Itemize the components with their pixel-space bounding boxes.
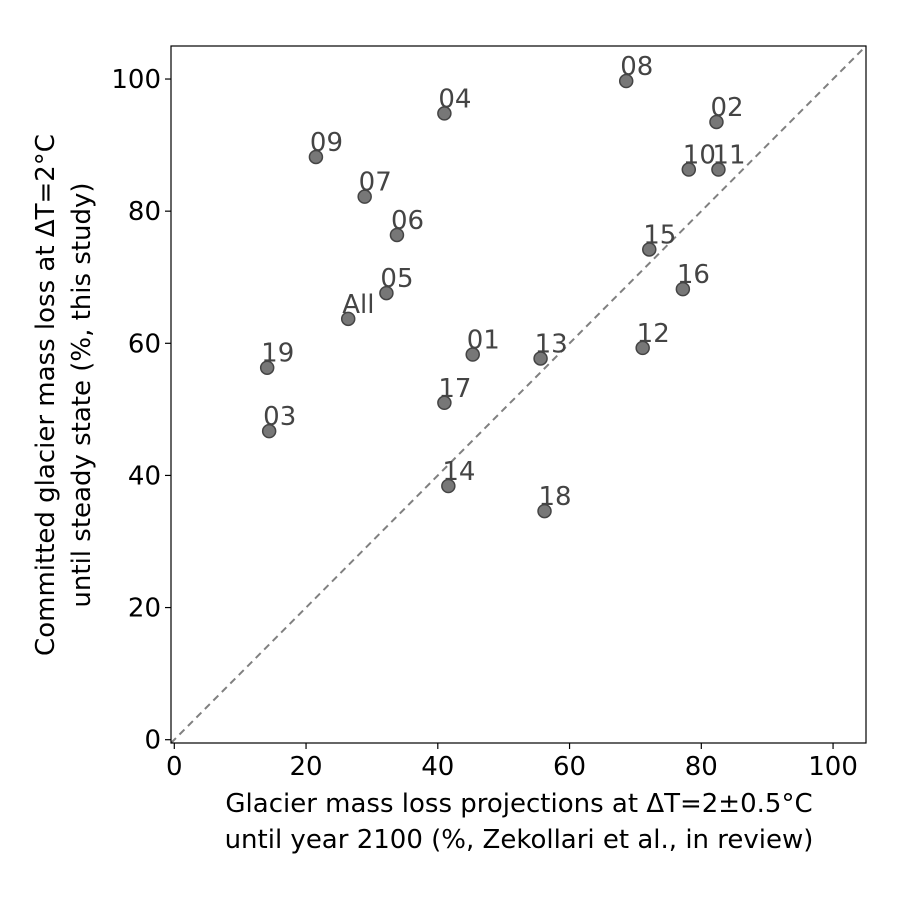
data-point-06	[389, 227, 405, 243]
data-point-12	[635, 340, 650, 356]
data-point-label-14: 14	[442, 457, 475, 487]
data-point-label-13: 13	[535, 329, 568, 359]
data-point-label-10: 10	[683, 141, 716, 171]
data-point-07	[357, 189, 372, 204]
reference-diagonal-line	[170, 45, 867, 744]
data-points	[259, 73, 726, 519]
data-point-label-09: 09	[310, 128, 343, 158]
y-tick-label: 80	[128, 197, 161, 227]
y-tick-label: 60	[128, 329, 161, 359]
data-point-05	[379, 285, 394, 301]
data-point-label-08: 08	[620, 52, 653, 82]
x-tick-label: 100	[808, 752, 858, 782]
data-point-label-12: 12	[637, 319, 670, 349]
data-point-label-02: 02	[710, 93, 743, 123]
y-axis-label-line-2: until steady state (%, this study)	[67, 182, 97, 607]
data-point-04	[437, 106, 452, 121]
data-point-02	[709, 114, 724, 130]
data-point-11	[711, 162, 726, 177]
y-axis-ticks: 0 20 40 60 80 100	[111, 65, 171, 756]
data-point-16	[675, 281, 691, 297]
data-point-18	[537, 503, 552, 519]
data-point-15	[642, 242, 657, 257]
data-point-label-05: 05	[380, 264, 413, 294]
plot-frame	[170, 45, 867, 744]
data-point-label-15: 15	[643, 220, 676, 250]
data-point-label-11: 11	[712, 141, 745, 171]
data-point-19	[259, 360, 275, 375]
x-tick-label: 60	[553, 752, 586, 782]
y-tick-label: 0	[144, 726, 161, 756]
data-point-label-03: 03	[263, 402, 296, 432]
y-tick-label: 20	[128, 594, 161, 624]
data-point-10	[681, 162, 697, 177]
y-tick-label: 100	[111, 65, 161, 95]
data-point-label-17: 17	[438, 374, 471, 404]
x-axis-title: Glacier mass loss projections at ΔT=2±0.…	[225, 789, 814, 855]
data-point-08	[618, 73, 634, 89]
data-point-label-04: 04	[438, 84, 471, 114]
data-point-03	[261, 423, 277, 439]
x-axis-ticks: 0 20 40 60 80 100	[166, 743, 858, 782]
data-point-01	[465, 347, 480, 362]
data-point-14	[441, 478, 456, 494]
data-point-label-07: 07	[359, 168, 392, 198]
x-tick-label: 80	[685, 752, 718, 782]
data-point-label-19: 19	[261, 339, 294, 369]
x-tick-label: 40	[421, 752, 454, 782]
data-point-09	[308, 149, 324, 165]
data-point-all	[340, 311, 356, 327]
x-axis-label-line-1: Glacier mass loss projections at ΔT=2±0.…	[225, 789, 812, 819]
data-point-label-all: All	[342, 290, 374, 320]
x-axis-label-line-2: until year 2100 (%, Zekollari et al., in…	[225, 825, 814, 855]
data-point-17	[437, 395, 452, 411]
y-axis-label-line-1: Committed glacier mass loss at ΔT=2°C	[31, 134, 61, 656]
y-tick-label: 40	[128, 461, 161, 491]
data-point-label-16: 16	[677, 260, 710, 290]
x-tick-label: 0	[166, 752, 183, 782]
data-point-label-01: 01	[467, 326, 500, 356]
x-tick-label: 20	[290, 752, 323, 782]
data-point-13	[533, 351, 548, 366]
data-point-label-06: 06	[391, 206, 424, 236]
y-axis-title: Committed glacier mass loss at ΔT=2°C un…	[31, 134, 97, 656]
data-point-label-18: 18	[539, 482, 572, 512]
